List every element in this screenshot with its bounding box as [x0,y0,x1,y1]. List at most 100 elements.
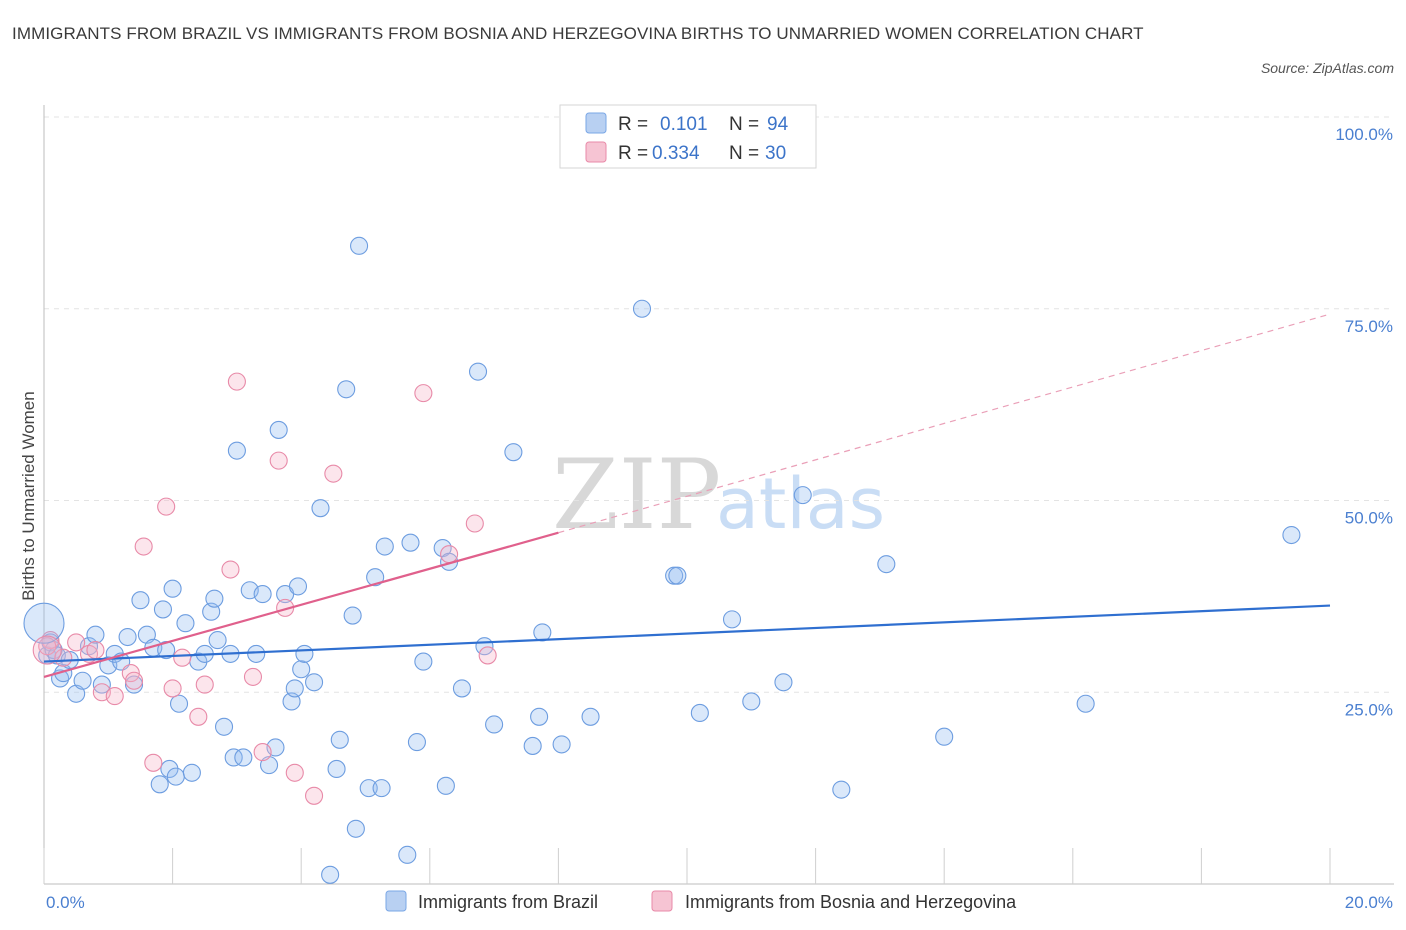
legend-n-value-brazil: 94 [767,114,789,135]
series-legend: Immigrants from Brazil Immigrants from B… [385,890,1017,912]
point-brazil [150,775,169,794]
x-tick-label-max: 20.0% [1345,893,1393,912]
point-bosnia [478,646,497,665]
point-brazil [205,589,224,608]
point-brazil [86,625,105,644]
bottom-legend-label-brazil: Immigrants from Brazil [418,892,598,912]
point-bosnia [305,786,324,805]
point-brazil [401,533,420,552]
y-tick-label: 25.0% [1345,700,1393,719]
point-brazil [131,591,150,610]
point-brazil [182,763,201,782]
point-brazil [346,819,365,838]
legend-r-label-brazil: R = [618,114,648,135]
legend-r-label-bosnia: R = [618,143,648,164]
point-brazil [632,299,652,318]
point-bosnia [324,464,343,483]
point-brazil [169,694,189,713]
legend-n-value-bosnia: 30 [765,143,786,164]
point-brazil [208,631,227,650]
point-bosnia [243,667,263,686]
x-tick-label-min: 0.0% [46,893,85,912]
point-brazil [118,627,137,647]
y-tick-label: 50.0% [1345,509,1393,528]
point-brazil [877,555,896,574]
point-brazil [321,865,340,884]
point-bosnia [227,372,246,391]
point-brazil [722,610,742,629]
tick-labels: 25.0% 50.0% 75.0% 100.0% 0.0% 20.0% [46,125,1393,912]
point-brazil [372,779,391,798]
point-brazil [163,579,182,598]
point-bosnia [221,560,240,579]
point-brazil [292,660,311,679]
point-bosnia [144,753,163,772]
point-bosnia [253,743,272,762]
point-bosnia [440,545,459,564]
axes [43,105,1394,885]
point-brazil [452,679,472,698]
point-brazil [832,780,851,799]
point-brazil [92,675,111,694]
y-tick-label: 75.0% [1345,317,1393,336]
point-brazil [935,727,954,746]
point-bosnia [134,537,153,556]
point-bosnia [189,707,208,726]
trend-line-bosnia-extension [558,313,1331,534]
point-brazil [327,759,346,779]
point-bosnia [173,648,192,667]
scatter-points [23,236,1301,884]
legend-swatch-brazil [585,112,607,134]
point-brazil [285,679,304,698]
point-bosnia [269,451,288,470]
source-label: Source: ZipAtlas.com [1260,60,1394,76]
point-brazil [124,675,144,694]
point-bosnia [86,641,105,660]
point-brazil [581,707,600,726]
point-bosnia [124,671,144,690]
point-bosnia [285,763,304,782]
point-brazil [523,736,542,755]
watermark-atlas: atlas [716,463,885,545]
point-brazil [176,614,195,633]
point-brazil [227,441,246,460]
point-brazil [530,707,549,726]
legend-r-value-brazil: 0.101 [660,114,708,135]
chart-title: IMMIGRANTS FROM BRAZIL VS IMMIGRANTS FRO… [12,24,1144,43]
point-brazil [668,566,687,585]
point-brazil [224,748,243,767]
y-tick-label: 100.0% [1335,125,1393,144]
point-brazil [234,748,253,767]
point-brazil [288,577,308,596]
point-brazil [690,703,709,723]
bottom-legend-swatch-brazil [385,890,407,912]
point-brazil [375,537,394,556]
point-brazil [214,717,234,736]
stats-legend: R = 0.101 N = 94 R = 0.334 N = 30 [559,104,817,169]
point-bosnia [465,514,484,533]
point-bosnia [67,633,86,652]
point-brazil [343,606,362,625]
bottom-legend-swatch-bosnia [651,890,673,912]
legend-r-value-bosnia: 0.334 [652,143,700,164]
point-brazil [793,486,812,505]
point-bosnia-cluster [32,635,62,665]
point-brazil [337,380,356,399]
legend-n-label-bosnia: N = [729,143,759,164]
point-brazil [468,362,488,381]
point-brazil [533,623,552,642]
point-brazil-cluster [23,602,65,644]
point-brazil [259,756,279,775]
trend-line-bosnia [43,531,559,678]
watermark-zip: ZIP [552,439,721,551]
point-brazil [305,673,324,692]
point-bosnia [414,384,433,403]
point-brazil [366,568,385,587]
bottom-legend-label-bosnia: Immigrants from Bosnia and Herzegovina [685,892,1017,912]
point-brazil [330,730,349,749]
point-brazil [359,779,378,798]
point-bosnia [105,687,124,706]
point-bosnia [195,675,214,694]
legend-n-label-brazil: N = [729,114,759,135]
